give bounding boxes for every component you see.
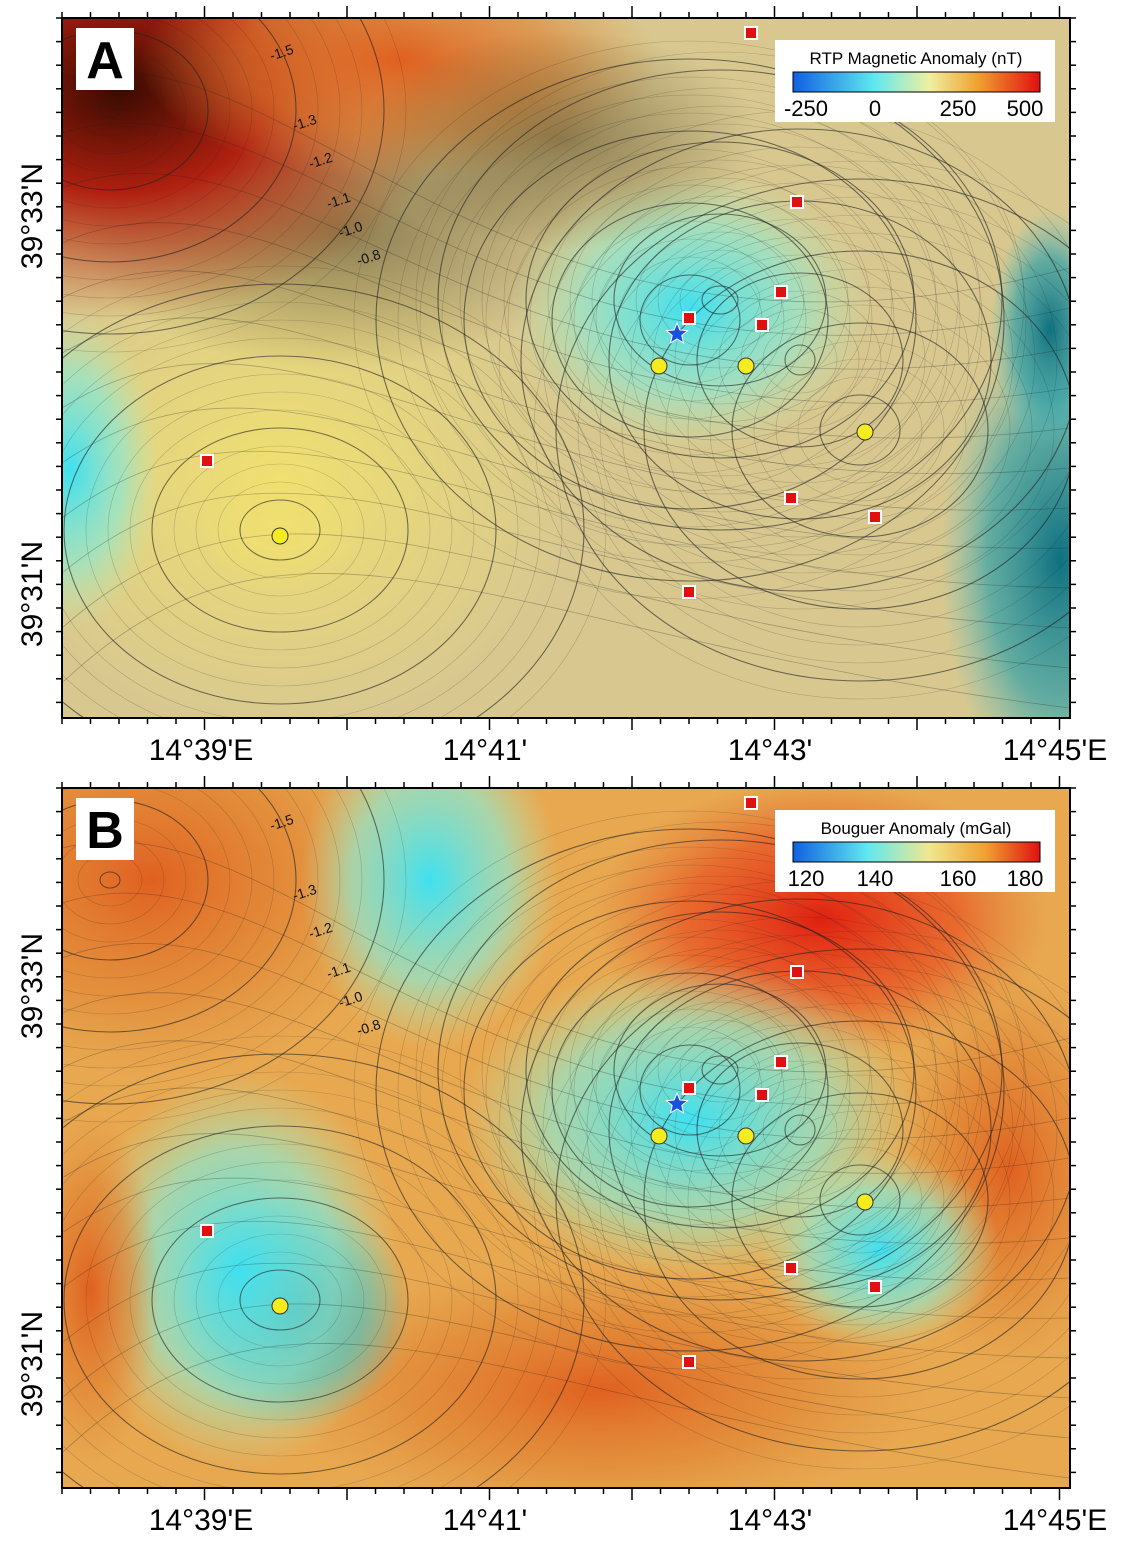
- y-axis-label: 39°31'N: [16, 541, 49, 647]
- site-circle: [857, 424, 873, 440]
- x-axis-label: 14°39'E: [149, 1504, 253, 1537]
- map-image: [0, 638, 1138, 1544]
- x-axis-label: 14°43': [728, 1504, 812, 1537]
- x-axis-label: 14°41': [443, 734, 527, 767]
- site-square: [683, 312, 695, 324]
- anomaly-shading: [990, 210, 1110, 450]
- site-circle: [651, 358, 667, 374]
- colorbar: [793, 842, 1040, 862]
- figure: -1.5-1.3-1.2-1.1-1.0-0.814°39'E14°41'14°…: [0, 0, 1138, 1544]
- colorbar: [793, 72, 1040, 92]
- colorbar-tick-label: 180: [1007, 866, 1044, 891]
- map-panel: -1.5-1.3-1.2-1.1-1.0-0.814°39'E14°41'14°…: [0, 638, 1138, 1544]
- colorbar-tick-label: 140: [857, 866, 894, 891]
- colorbar-tick-label: 500: [1007, 96, 1044, 121]
- x-axis-label: 14°39'E: [149, 734, 253, 767]
- colorbar-tick-label: -250: [784, 96, 828, 121]
- site-circle: [272, 1298, 288, 1314]
- colorbar-tick-label: 120: [788, 866, 825, 891]
- site-square: [683, 586, 695, 598]
- y-axis-label: 39°33'N: [16, 163, 49, 269]
- site-circle: [738, 358, 754, 374]
- site-circle: [272, 528, 288, 544]
- x-axis-label: 14°45'E: [1003, 734, 1107, 767]
- colorbar-tick-label: 250: [940, 96, 977, 121]
- x-axis-label: 14°41': [443, 1504, 527, 1537]
- site-square: [785, 1262, 797, 1274]
- site-square: [869, 1281, 881, 1293]
- colorbar-tick-label: 160: [940, 866, 977, 891]
- site-square: [791, 196, 803, 208]
- y-axis-label: 39°33'N: [16, 933, 49, 1039]
- site-square: [756, 1089, 768, 1101]
- site-square: [683, 1356, 695, 1368]
- site-square: [869, 511, 881, 523]
- x-axis-label: 14°45'E: [1003, 1504, 1107, 1537]
- site-square: [775, 286, 787, 298]
- site-square: [745, 27, 757, 39]
- site-square: [785, 492, 797, 504]
- site-square: [775, 1056, 787, 1068]
- y-axis-label: 39°31'N: [16, 1311, 49, 1417]
- site-circle: [651, 1128, 667, 1144]
- site-square: [756, 319, 768, 331]
- panel-letter: A: [86, 32, 124, 90]
- site-square: [791, 966, 803, 978]
- legend-title: RTP Magnetic Anomaly (nT): [810, 49, 1023, 68]
- site-square: [201, 455, 213, 467]
- site-circle: [738, 1128, 754, 1144]
- site-square: [745, 797, 757, 809]
- panel-letter: B: [86, 802, 124, 860]
- x-axis-label: 14°43': [728, 734, 812, 767]
- site-circle: [857, 1194, 873, 1210]
- legend-title: Bouguer Anomaly (mGal): [821, 819, 1012, 838]
- site-square: [683, 1082, 695, 1094]
- site-square: [201, 1225, 213, 1237]
- colorbar-tick-label: 0: [869, 96, 881, 121]
